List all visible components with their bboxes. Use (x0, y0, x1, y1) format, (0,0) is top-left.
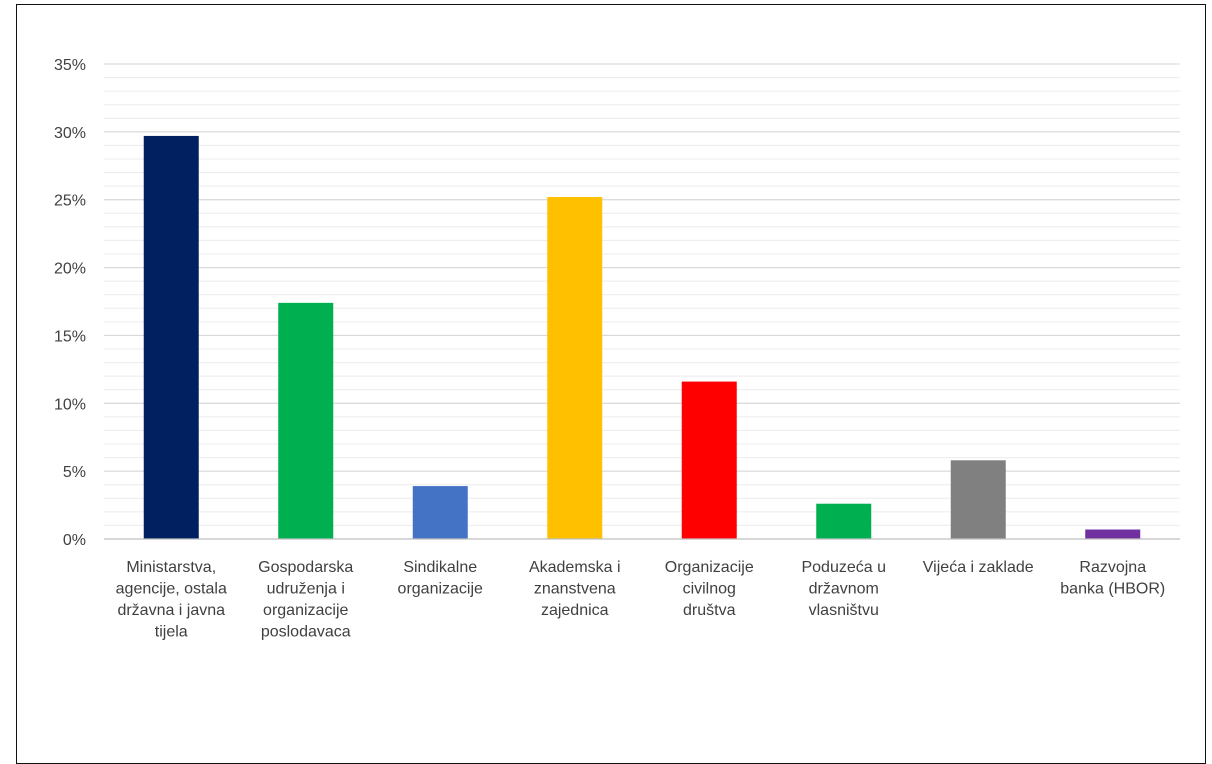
x-category-label: Sindikalne organizacije (398, 559, 483, 598)
bar (278, 302, 334, 539)
bar-chart: 0% 5% 10% 15% 20% 25% 30% 35% Ministarstva, agen… (54, 57, 1180, 641)
x-category-label: Vijeća i zaklade (923, 559, 1034, 576)
bar (1085, 529, 1141, 539)
y-tick-label: 0% (63, 532, 86, 549)
bars (143, 135, 1141, 539)
bar (547, 197, 603, 539)
y-tick-label: 20% (54, 261, 86, 278)
y-tick-label: 30% (54, 125, 86, 142)
x-category-label: Akademska i znanstvena zajednica (529, 559, 621, 619)
x-category-label: Poduzeća u državnom vlasništvu (801, 559, 886, 619)
bar (950, 460, 1006, 539)
chart-frame (16, 4, 1206, 764)
x-category-label: Razvojna banka (HBOR) (1060, 559, 1165, 598)
y-axis-tick-labels: 0% 5% 10% 15% 20% 25% 30% 35% (54, 57, 86, 549)
major-gridlines (104, 63, 1180, 472)
x-axis-category-labels: Ministarstva, agencije, ostala državna i j… (116, 559, 1166, 641)
y-tick-label: 5% (63, 464, 86, 481)
y-tick-label: 25% (54, 193, 86, 210)
y-tick-label: 35% (54, 57, 86, 74)
bar (681, 381, 737, 539)
bar (412, 486, 468, 539)
x-category-label: Ministarstva, agencije, ostala državna i j… (116, 559, 227, 641)
bar (143, 135, 199, 539)
x-category-label: Gospodarska udruženja i organizacije poslod… (258, 559, 353, 641)
y-tick-label: 10% (54, 396, 86, 413)
minor-gridlines (104, 63, 1180, 526)
x-category-label: Organizacije civilnog društva (665, 559, 754, 619)
y-tick-label: 15% (54, 328, 86, 345)
bar (816, 503, 872, 539)
